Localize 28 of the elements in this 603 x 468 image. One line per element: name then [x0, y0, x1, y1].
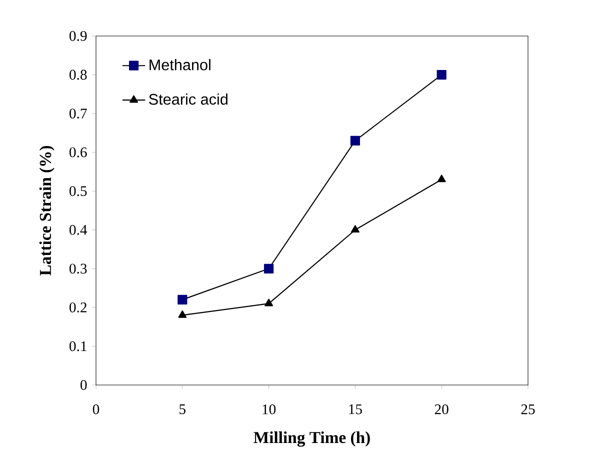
y-tick-label: 0.1	[70, 341, 86, 352]
legend-label: Stearic acid	[149, 94, 228, 105]
y-tick-label: 0.2	[70, 302, 86, 312]
point	[264, 264, 274, 274]
point	[264, 298, 274, 306]
x-tick-label: 15	[349, 404, 362, 414]
x-axis-title: Milling Time (h)	[254, 431, 370, 447]
y-tick-label: 0.5	[70, 186, 87, 196]
x-tick-label: 0	[92, 404, 100, 414]
point	[350, 136, 360, 146]
x-tick-label: 10	[262, 404, 276, 414]
point	[178, 310, 187, 318]
y-tick-label: 0.6	[70, 147, 87, 158]
y-tick-label: 0	[80, 380, 87, 390]
y-tick-label: 0.4	[70, 224, 88, 235]
y-tick-label: 0.7	[70, 108, 87, 119]
y-tick-label: 0.3	[70, 264, 87, 274]
point	[437, 174, 446, 182]
x-tick-label: 5	[180, 404, 186, 414]
x-tick-label: 20	[434, 404, 448, 414]
point	[178, 294, 188, 304]
point	[436, 70, 446, 80]
x-tick-label: 25	[521, 404, 535, 414]
y-tick-label: 0.8	[70, 70, 87, 80]
legend-label: Methanol	[150, 59, 210, 70]
point	[350, 225, 360, 233]
y-tick-label: 0.9	[70, 31, 87, 41]
y-axis-title: Lattice Strain (%)	[39, 146, 54, 276]
